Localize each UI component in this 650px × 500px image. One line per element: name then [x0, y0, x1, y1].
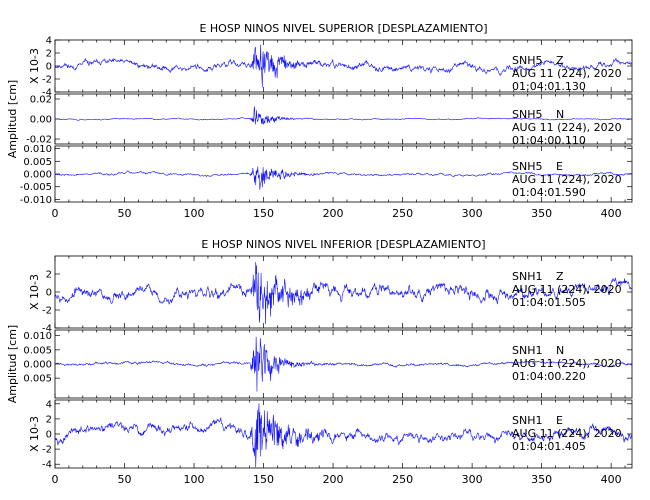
x-tick-label: 100 — [184, 473, 205, 486]
x-tick-label: 300 — [462, 207, 483, 220]
y-tick-label: 0.005 — [23, 374, 52, 385]
y-tick-label: -0.005 — [20, 182, 52, 193]
x-tick-label: 50 — [118, 473, 132, 486]
date-label: AUG 11 (224), 2020 — [512, 357, 622, 370]
date-label: AUG 11 (224), 2020 — [512, 121, 622, 134]
y-tick-label: -2 — [42, 75, 52, 86]
y-tick-label: 0.000 — [23, 170, 52, 181]
x-tick-label: 100 — [184, 207, 205, 220]
y-tick-label: 0.00 — [30, 115, 52, 126]
y-multiplier-label: X 10-3 — [28, 48, 41, 84]
waveform-trace — [54, 403, 633, 468]
date-label: AUG 11 (224), 2020 — [512, 283, 622, 296]
y-tick-label: 2 — [46, 414, 52, 425]
y-tick-label: 0.02 — [30, 95, 52, 106]
y-tick-label: 0.010 — [23, 331, 52, 342]
time-label: 01:04:01.405 — [512, 440, 586, 453]
y-tick-label: -2 — [42, 306, 52, 317]
station-label: SNH5 — [512, 54, 542, 67]
y-tick-label: 0.000 — [23, 360, 52, 371]
y-multiplier-label: X 10-3 — [28, 416, 41, 452]
y-tick-label: 0 — [46, 288, 52, 299]
component-label: E — [556, 414, 563, 427]
component-label: E — [556, 160, 563, 173]
figure-title: E HOSP NINOS NIVEL SUPERIOR [DESPLAZAMIE… — [199, 22, 487, 35]
y-tick-label: -4 — [42, 88, 52, 99]
component-label: N — [556, 344, 564, 357]
waveform-trace — [54, 166, 633, 190]
y-tick-label: 2 — [46, 270, 52, 281]
x-tick-label: 350 — [531, 207, 552, 220]
y-tick-label: 4 — [46, 36, 52, 47]
time-label: 01:04:00.110 — [512, 134, 586, 147]
station-label: SNH1 — [512, 270, 542, 283]
x-tick-label: 0 — [52, 473, 59, 486]
x-tick-label: 300 — [462, 473, 483, 486]
y-tick-label: 4 — [46, 399, 52, 410]
x-tick-label: 250 — [392, 207, 413, 220]
date-label: AUG 11 (224), 2020 — [512, 67, 622, 80]
component-label: Z — [556, 54, 564, 67]
y-tick-label: -4 — [42, 460, 52, 471]
x-tick-label: 200 — [323, 207, 344, 220]
y-multiplier-label: X 10-3 — [28, 274, 41, 310]
y-tick-label: -0.010 — [20, 195, 52, 206]
y-tick-label: 0.010 — [23, 144, 52, 155]
waveform-trace — [54, 261, 633, 325]
x-tick-label: 0 — [52, 207, 59, 220]
figure-2: E HOSP NINOS NIVEL INFERIOR [DESPLAZAMIE… — [6, 238, 633, 486]
time-label: 01:04:00.220 — [512, 370, 586, 383]
component-label: Z — [556, 270, 564, 283]
time-label: 01:04:01.505 — [512, 296, 586, 309]
y-tick-label: 0.005 — [23, 157, 52, 168]
time-label: 01:04:01.590 — [512, 186, 586, 199]
figure-title: E HOSP NINOS NIVEL INFERIOR [DESPLAZAMIE… — [201, 238, 485, 251]
y-tick-label: 0.005 — [23, 345, 52, 356]
x-tick-label: 50 — [118, 207, 132, 220]
y-tick-label: -0.02 — [26, 135, 52, 146]
station-label: SNH1 — [512, 344, 542, 357]
date-label: AUG 11 (224), 2020 — [512, 173, 622, 186]
figure-1: E HOSP NINOS NIVEL SUPERIOR [DESPLAZAMIE… — [6, 22, 633, 220]
x-tick-label: 150 — [253, 473, 274, 486]
x-tick-label: 350 — [531, 473, 552, 486]
date-label: AUG 11 (224), 2020 — [512, 427, 622, 440]
y-tick-label: -2 — [42, 445, 52, 456]
waveform-trace — [54, 106, 633, 125]
y-axis-label: Amplitud [cm] — [6, 80, 19, 158]
waveform-trace — [54, 336, 633, 392]
time-label: 01:04:01.130 — [512, 80, 586, 93]
y-tick-label: 2 — [46, 49, 52, 60]
y-tick-label: 0 — [46, 62, 52, 73]
station-label: SNH5 — [512, 108, 542, 121]
station-label: SNH1 — [512, 414, 542, 427]
x-tick-label: 400 — [601, 473, 622, 486]
y-axis-label: Amplitud [cm] — [6, 325, 19, 403]
y-tick-label: -4 — [42, 324, 52, 335]
component-label: N — [556, 108, 564, 121]
x-tick-label: 150 — [253, 207, 274, 220]
station-label: SNH5 — [512, 160, 542, 173]
waveform-trace — [54, 44, 633, 88]
x-tick-label: 250 — [392, 473, 413, 486]
x-tick-label: 400 — [601, 207, 622, 220]
x-tick-label: 200 — [323, 473, 344, 486]
y-tick-label: 0 — [46, 430, 52, 441]
